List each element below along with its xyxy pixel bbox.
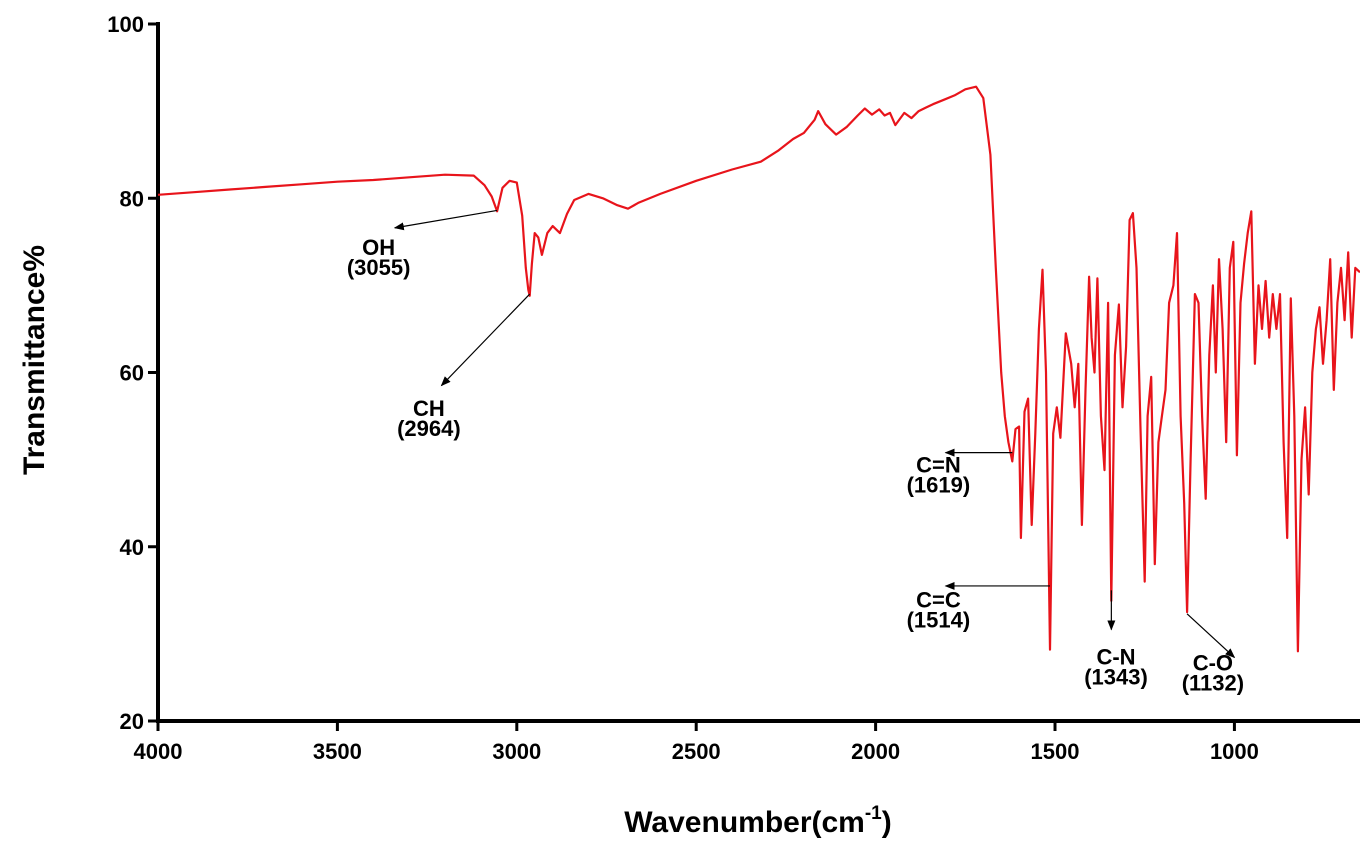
annotation-label-oh: OH xyxy=(362,235,395,260)
annotation-wavenumber-c-n: (1619) xyxy=(907,473,971,498)
annotation-wavenumber-c-c: (1514) xyxy=(907,608,971,633)
x-axis-label: Wavenumber(cm-1) xyxy=(624,803,892,839)
y-tick-label-60: 60 xyxy=(120,361,144,386)
x-axis-label-superscript: -1 xyxy=(865,803,882,824)
annotation-wavenumber-ch: (2964) xyxy=(397,416,461,441)
y-tick-label-100: 100 xyxy=(107,12,144,37)
y-tick-label-80: 80 xyxy=(120,186,144,211)
series-line-0 xyxy=(158,85,1360,653)
x-axis-label-close: ) xyxy=(882,806,892,839)
x-tick-label-2000: 2000 xyxy=(851,739,900,764)
annotation-label-c-n: C-N xyxy=(1096,644,1135,669)
y-tick-label-20: 20 xyxy=(120,709,144,734)
x-tick-label-4000: 4000 xyxy=(134,739,183,764)
x-tick-label-1500: 1500 xyxy=(1031,739,1080,764)
annotation-wavenumber-c-o: (1132) xyxy=(1182,670,1244,695)
x-tick-label-1000: 1000 xyxy=(1210,739,1259,764)
plot-area: 20 40 60 80 100 4000 3500 3000 2500 2000 1500 1000 O… xyxy=(107,12,1360,764)
annotation-label-ch: CH xyxy=(413,396,445,421)
annotation-arrow-oh xyxy=(393,209,498,231)
y-tick-label-40: 40 xyxy=(120,535,144,560)
annotation-label-c-n: C=N xyxy=(916,453,961,478)
annotation-wavenumber-c-n: (1343) xyxy=(1084,664,1148,689)
x-tick-label-2500: 2500 xyxy=(672,739,721,764)
annotation-arrow-ch xyxy=(440,293,531,387)
y-axis-label: Transmittance% xyxy=(18,245,51,475)
annotation-wavenumber-oh: (3055) xyxy=(347,255,411,280)
x-tick-label-3000: 3000 xyxy=(492,739,541,764)
x-tick-label-3500: 3500 xyxy=(313,739,362,764)
annotation-label-c-o: C-O xyxy=(1193,650,1233,675)
annotation-arrow-c-o xyxy=(1186,613,1236,659)
annotation-label-c-c: C=C xyxy=(916,588,961,613)
x-axis-label-main: Wavenumber(cm xyxy=(624,806,865,839)
